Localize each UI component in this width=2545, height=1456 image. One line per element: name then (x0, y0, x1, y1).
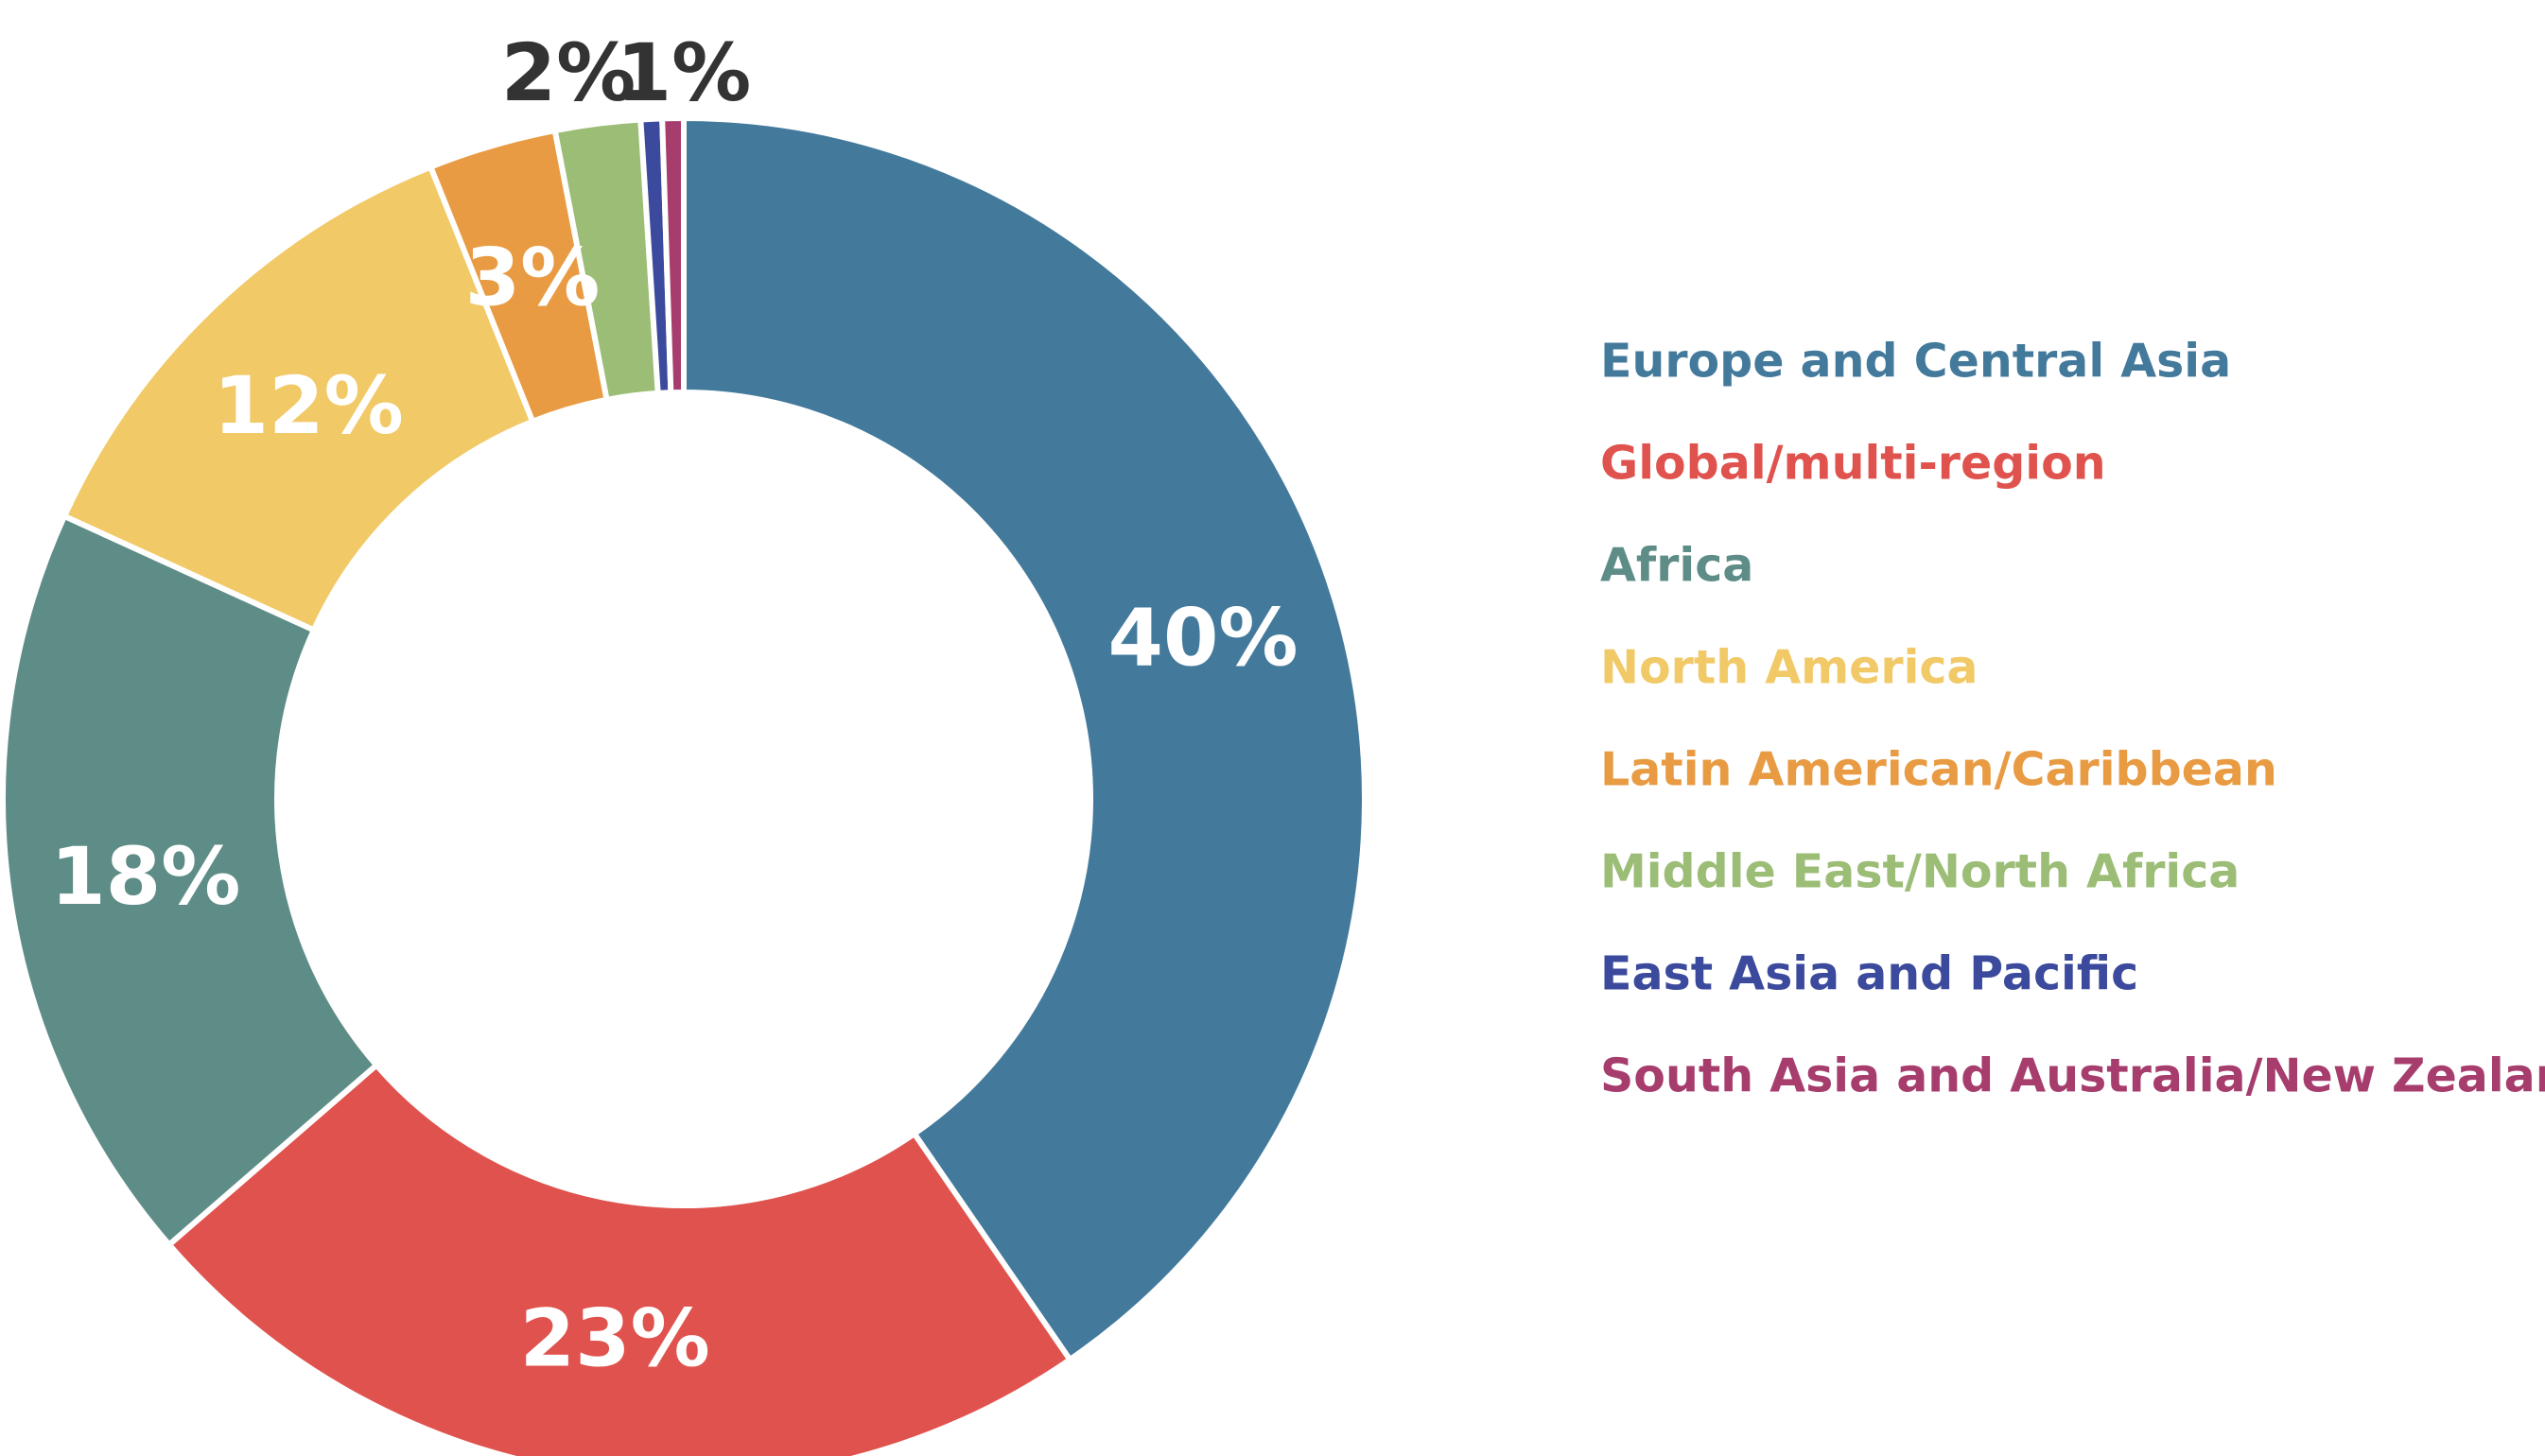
slice-africa (0, 512, 380, 1248)
legend-item-global-multi-region: Global/multi-region (1600, 437, 2106, 491)
legend-item-east-asia-and-pacific: East Asia and Pacific (1600, 947, 2138, 1001)
slice-north-america (61, 164, 536, 633)
slice-europe-and-central-asia (681, 115, 1368, 1363)
donut-slices (0, 114, 1368, 1456)
slice-value-label-global-multi-region: 23% (520, 1291, 710, 1384)
slice-global-multi-region (166, 1062, 1073, 1456)
slice-south-asia-and-australia-new-zealand (659, 114, 687, 396)
slice-labels: 40% 23% 18% 12% 3% 2%1% (50, 26, 1298, 1384)
legend-item-europe-and-central-asia: Europe and Central Asia (1600, 335, 2231, 389)
slice-value-label-africa: 18% (50, 830, 240, 923)
slice-value-label-north-america: 12% (214, 359, 404, 452)
slice-value-label-europe-and-central-asia: 40% (1108, 591, 1299, 684)
legend-item-africa: Africa (1600, 539, 1753, 593)
slice-value-label-latin-american-caribbean: 3% (465, 231, 601, 323)
legend-item-middle-east-north-africa: Middle East/North Africa (1600, 845, 2240, 899)
slice-value-label-south-asia-and-australia-new-zealand: 1% (617, 26, 752, 119)
legend: Europe and Central Asia Global/multi-regi… (1600, 335, 2545, 1103)
legend-item-latin-american-caribbean: Latin American/Caribbean (1600, 743, 2277, 797)
legend-item-south-asia-and-australia-new-zealand: South Asia and Australia/New Zealand (1600, 1049, 2545, 1103)
legend-item-north-america: North America (1600, 641, 1978, 695)
slice-value-label-middle-east-north-africa: 2% (501, 26, 636, 119)
